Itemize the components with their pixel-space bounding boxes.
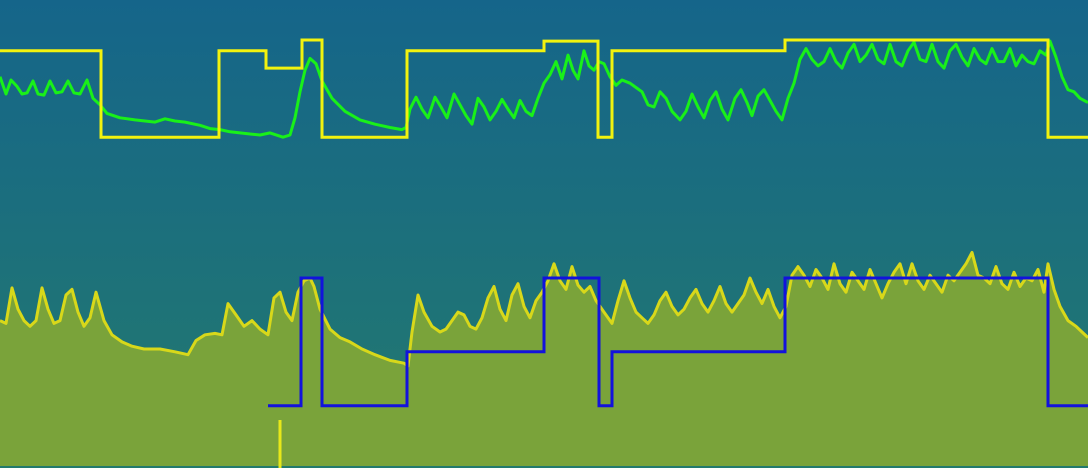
top-trace-panel: [0, 38, 1088, 139]
bottom-signal-trace: [0, 250, 1088, 368]
top-gate-trace: [0, 38, 1088, 139]
top-signal-trace: [0, 39, 1088, 139]
bottom-trace-panel: [0, 250, 1088, 468]
bottom-signal-area: [0, 252, 1088, 466]
bottom-gate-trace: [268, 276, 1088, 408]
